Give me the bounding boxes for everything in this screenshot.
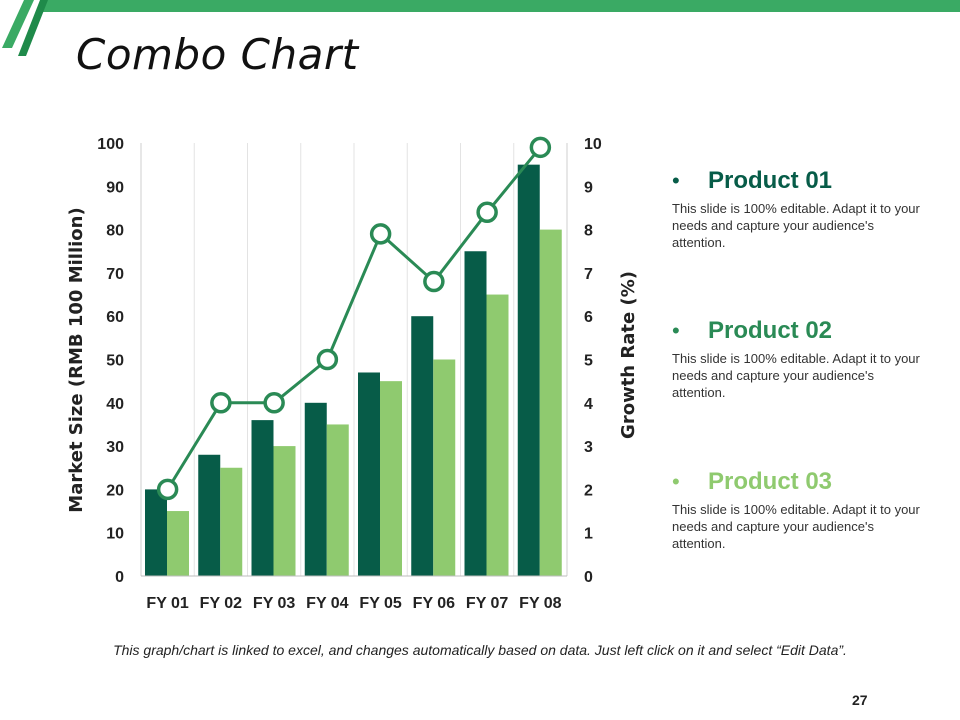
y2-tick-label: 7 <box>584 266 593 283</box>
line-point <box>369 223 392 245</box>
bar-product-01 <box>464 251 487 576</box>
bar-product-03 <box>433 359 456 576</box>
chart-footnote: This graph/chart is linked to excel, and… <box>113 642 847 658</box>
x-tick-label: FY 01 <box>146 595 189 612</box>
header-stripe-right <box>18 0 48 56</box>
x-tick-label: FY 08 <box>519 595 562 612</box>
y2-tick-label: 2 <box>584 482 593 499</box>
legend-item-product-03: • Product 03 This slide is 100% editable… <box>672 467 922 552</box>
y-tick-label: 20 <box>106 482 124 499</box>
bar-product-03 <box>486 294 509 576</box>
bar-product-01 <box>411 316 434 576</box>
bullet-icon: • <box>672 318 680 343</box>
bullet-icon: • <box>672 469 680 494</box>
x-tick-label: FY 06 <box>413 595 456 612</box>
y-tick-label: 0 <box>115 569 124 586</box>
page-number: 27 <box>852 692 868 708</box>
bar-product-03 <box>273 446 296 576</box>
y2-tick-label: 9 <box>584 179 593 196</box>
bar-product-01 <box>304 402 327 576</box>
bar-product-01 <box>251 420 274 576</box>
y-tick-label: 100 <box>97 136 124 153</box>
y-tick-label: 90 <box>106 179 124 196</box>
y-tick-label: 10 <box>106 526 124 543</box>
header-stripe-left <box>2 0 34 48</box>
bar-product-03 <box>220 467 243 576</box>
y2-tick-label: 1 <box>584 526 593 543</box>
y2-tick-label: 4 <box>584 396 593 413</box>
line-point <box>529 136 552 159</box>
y-tick-label: 80 <box>106 223 124 240</box>
line-point <box>210 392 232 414</box>
y-tick-label: 30 <box>106 439 124 456</box>
bar-product-03 <box>326 424 349 576</box>
x-tick-label: FY 03 <box>253 595 296 612</box>
y-tick-label: 60 <box>106 309 124 326</box>
y2-tick-label: 0 <box>584 569 593 586</box>
bar-product-01 <box>517 164 540 576</box>
legend-description: This slide is 100% editable. Adapt it to… <box>672 201 920 250</box>
y2-tick-label: 8 <box>584 223 593 240</box>
y-tick-label: 70 <box>106 266 124 283</box>
x-tick-label: FY 02 <box>200 595 243 612</box>
y-axis-title: Market Size (RMB 100 Million) <box>66 207 87 512</box>
legend-description: This slide is 100% editable. Adapt it to… <box>672 351 920 400</box>
bar-product-01 <box>198 454 221 576</box>
legend-item-product-01: • Product 01 This slide is 100% editable… <box>672 166 922 251</box>
line-point <box>316 348 339 371</box>
line-point <box>476 201 498 224</box>
line-point <box>423 270 445 293</box>
legend-item-product-02: • Product 02 This slide is 100% editable… <box>672 316 922 401</box>
y-tick-label: 50 <box>106 353 124 370</box>
y2-tick-label: 5 <box>584 353 593 370</box>
x-tick-label: FY 05 <box>359 595 402 612</box>
x-tick-label: FY 04 <box>306 595 349 612</box>
header-accent-bar <box>38 0 960 12</box>
page-title: Combo Chart <box>76 30 359 79</box>
legend-description: This slide is 100% editable. Adapt it to… <box>672 502 920 551</box>
bar-product-03 <box>539 229 562 576</box>
bar-product-03 <box>167 511 189 576</box>
line-point <box>263 392 285 414</box>
bar-product-01 <box>145 489 167 576</box>
y2-tick-label: 10 <box>584 136 602 153</box>
y2-tick-label: 3 <box>584 439 593 456</box>
y-tick-label: 40 <box>106 396 124 413</box>
y2-tick-label: 6 <box>584 309 593 326</box>
legend-name: Product 03 <box>708 468 833 495</box>
bar-product-01 <box>358 372 380 576</box>
bar-product-03 <box>380 381 402 576</box>
x-tick-label: FY 07 <box>466 595 509 612</box>
legend-name: Product 01 <box>708 167 833 194</box>
line-point <box>156 478 179 501</box>
legend-name: Product 02 <box>708 317 833 344</box>
y2-axis-title: Growth Rate (%) <box>618 271 639 439</box>
bullet-icon: • <box>672 168 680 193</box>
